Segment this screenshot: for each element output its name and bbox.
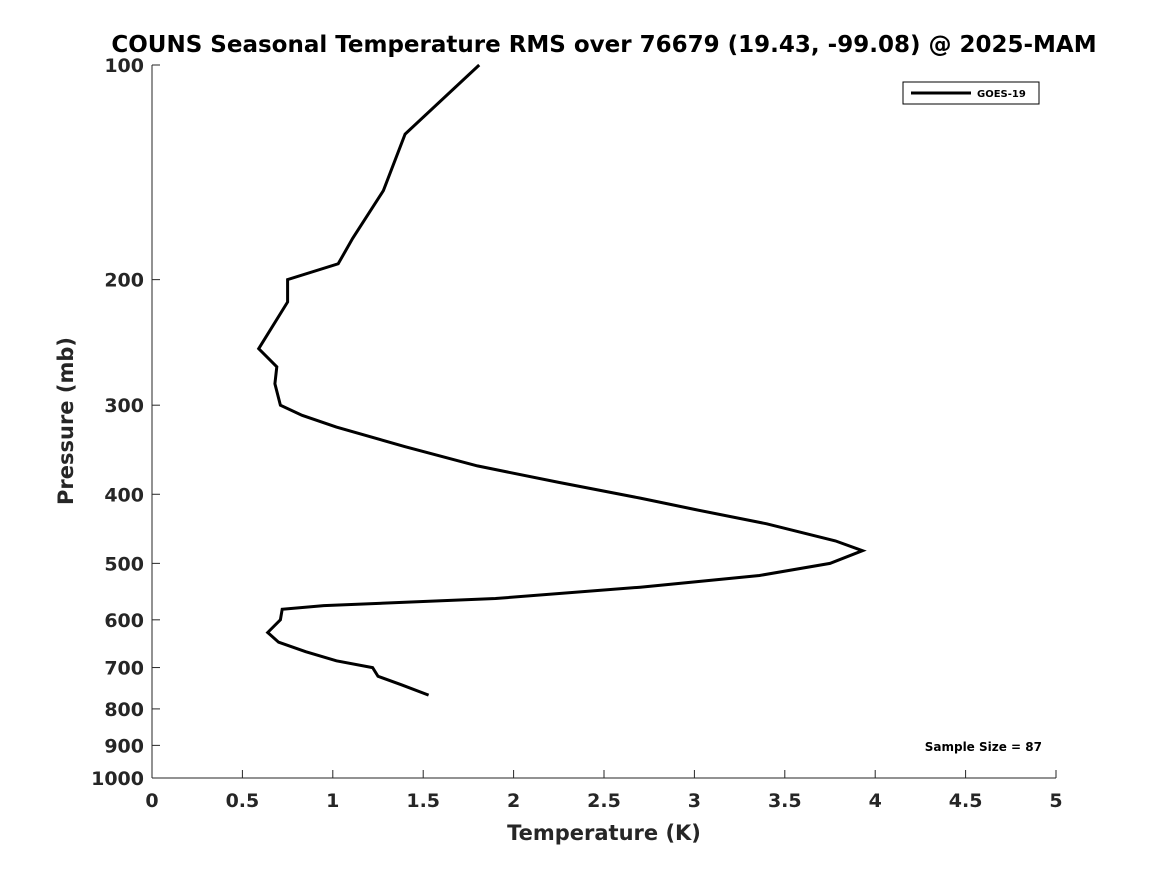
x-tick-label: 0: [145, 790, 158, 812]
y-axis-label: Pressure (mb): [54, 337, 78, 505]
x-tick-label: 0.5: [226, 790, 260, 812]
x-tick-label: 2: [507, 790, 520, 812]
y-tick-label: 900: [104, 735, 144, 757]
y-tick-label: 200: [104, 270, 144, 292]
sample-size-annotation: Sample Size = 87: [925, 740, 1042, 754]
y-tick-label: 800: [104, 699, 144, 721]
legend-label-goes-19: GOES-19: [977, 89, 1026, 100]
y-ticks: 100 200 300 400 500 600 700 800 900 1000: [91, 55, 160, 790]
x-tick-label: 4.5: [949, 790, 983, 812]
x-tick-label: 1.5: [406, 790, 440, 812]
y-tick-label: 600: [104, 610, 144, 632]
x-ticks: 0 0.5 1 1.5 2 2.5 3 3.5 4 4.5 5: [145, 770, 1063, 812]
y-tick-label: 100: [104, 55, 144, 77]
axes: [151, 65, 1056, 779]
y-tick-label: 700: [104, 658, 144, 680]
x-tick-label: 3: [688, 790, 701, 812]
series-line-goes-19: [256, 63, 867, 697]
x-tick-label: 1: [326, 790, 339, 812]
x-tick-label: 5: [1049, 790, 1062, 812]
y-tick-label: 400: [104, 484, 144, 506]
x-axis-label: Temperature (K): [507, 821, 701, 845]
y-tick-label: 500: [104, 553, 144, 575]
legend: GOES-19: [902, 81, 1040, 105]
y-tick-label: 300: [104, 395, 144, 417]
series-layer: [256, 63, 867, 697]
x-tick-label: 3.5: [768, 790, 802, 812]
x-tick-label: 2.5: [587, 790, 621, 812]
x-tick-label: 4: [869, 790, 882, 812]
chart-title: COUNS Seasonal Temperature RMS over 7667…: [111, 32, 1096, 58]
y-tick-label: 1000: [91, 768, 144, 790]
